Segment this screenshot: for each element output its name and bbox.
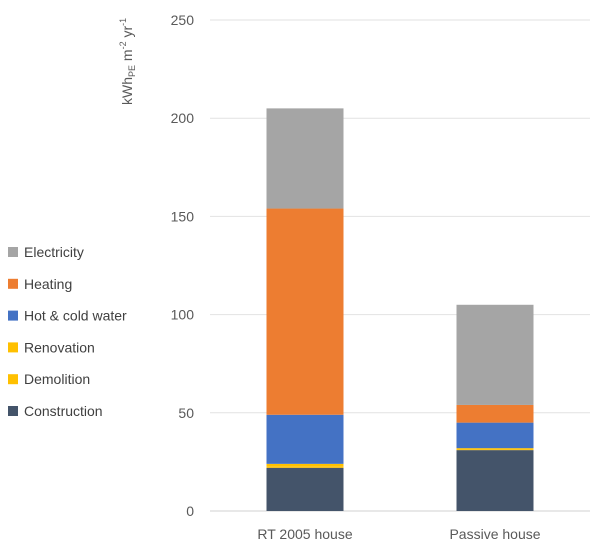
legend-label-demolition: Demolition xyxy=(24,371,90,387)
bar-1-heating xyxy=(456,404,534,423)
y-tick-label-150: 150 xyxy=(171,208,195,224)
y-axis-label-base: kWh xyxy=(119,77,135,105)
bar-1-renovation xyxy=(456,448,534,450)
legend-swatch-construction xyxy=(8,406,18,416)
x-tick-labels: RT 2005 house Passive house xyxy=(257,526,540,542)
bar-0-heating xyxy=(266,208,344,415)
x-tick-label-1: Passive house xyxy=(449,526,540,542)
y-tick-label-250: 250 xyxy=(171,12,195,28)
legend-label-construction: Construction xyxy=(24,403,103,419)
y-tick-label-0: 0 xyxy=(186,503,194,519)
legend-swatch-renovation xyxy=(8,342,18,353)
bar-1-hot-cold-water xyxy=(456,422,534,449)
y-axis-label: kWhPE m-2 yr-1 xyxy=(118,18,137,105)
legend-label-heating: Heating xyxy=(24,276,72,292)
y-tick-labels: 0 50 100 150 200 250 xyxy=(171,12,195,519)
bars xyxy=(266,108,534,511)
legend-label-renovation: Renovation xyxy=(24,339,95,355)
bar-0-demolition xyxy=(266,466,344,468)
y-tick-label-100: 100 xyxy=(171,307,195,323)
y-axis-label-sup1: -2 xyxy=(118,41,128,49)
bar-0-electricity xyxy=(266,108,344,209)
bar-1-construction xyxy=(456,450,534,511)
y-axis-label-sup2: -1 xyxy=(118,18,128,26)
bar-1-demolition xyxy=(456,449,534,451)
legend-swatch-heating xyxy=(8,278,18,289)
bar-0-hot-cold-water xyxy=(266,414,344,464)
x-tick-label-0: RT 2005 house xyxy=(257,526,352,542)
y-axis-label-mid2: yr xyxy=(119,26,135,42)
y-tick-label-50: 50 xyxy=(178,405,194,421)
y-axis-label-mid: m xyxy=(119,49,135,65)
legend-swatch-electricity xyxy=(8,247,18,257)
bar-0-construction xyxy=(266,467,344,511)
legend: Electricity Heating Hot & cold water Renova… xyxy=(8,244,127,419)
bar-0-renovation xyxy=(266,463,344,467)
y-axis-label-sub: PE xyxy=(127,65,137,77)
legend-swatch-hot-cold-water xyxy=(8,310,18,321)
legend-swatch-demolition xyxy=(8,374,18,385)
bar-1-electricity xyxy=(456,304,534,405)
y-tick-label-200: 200 xyxy=(171,110,195,126)
legend-label-electricity: Electricity xyxy=(24,244,84,260)
legend-label-hot-cold-water: Hot & cold water xyxy=(24,308,127,324)
